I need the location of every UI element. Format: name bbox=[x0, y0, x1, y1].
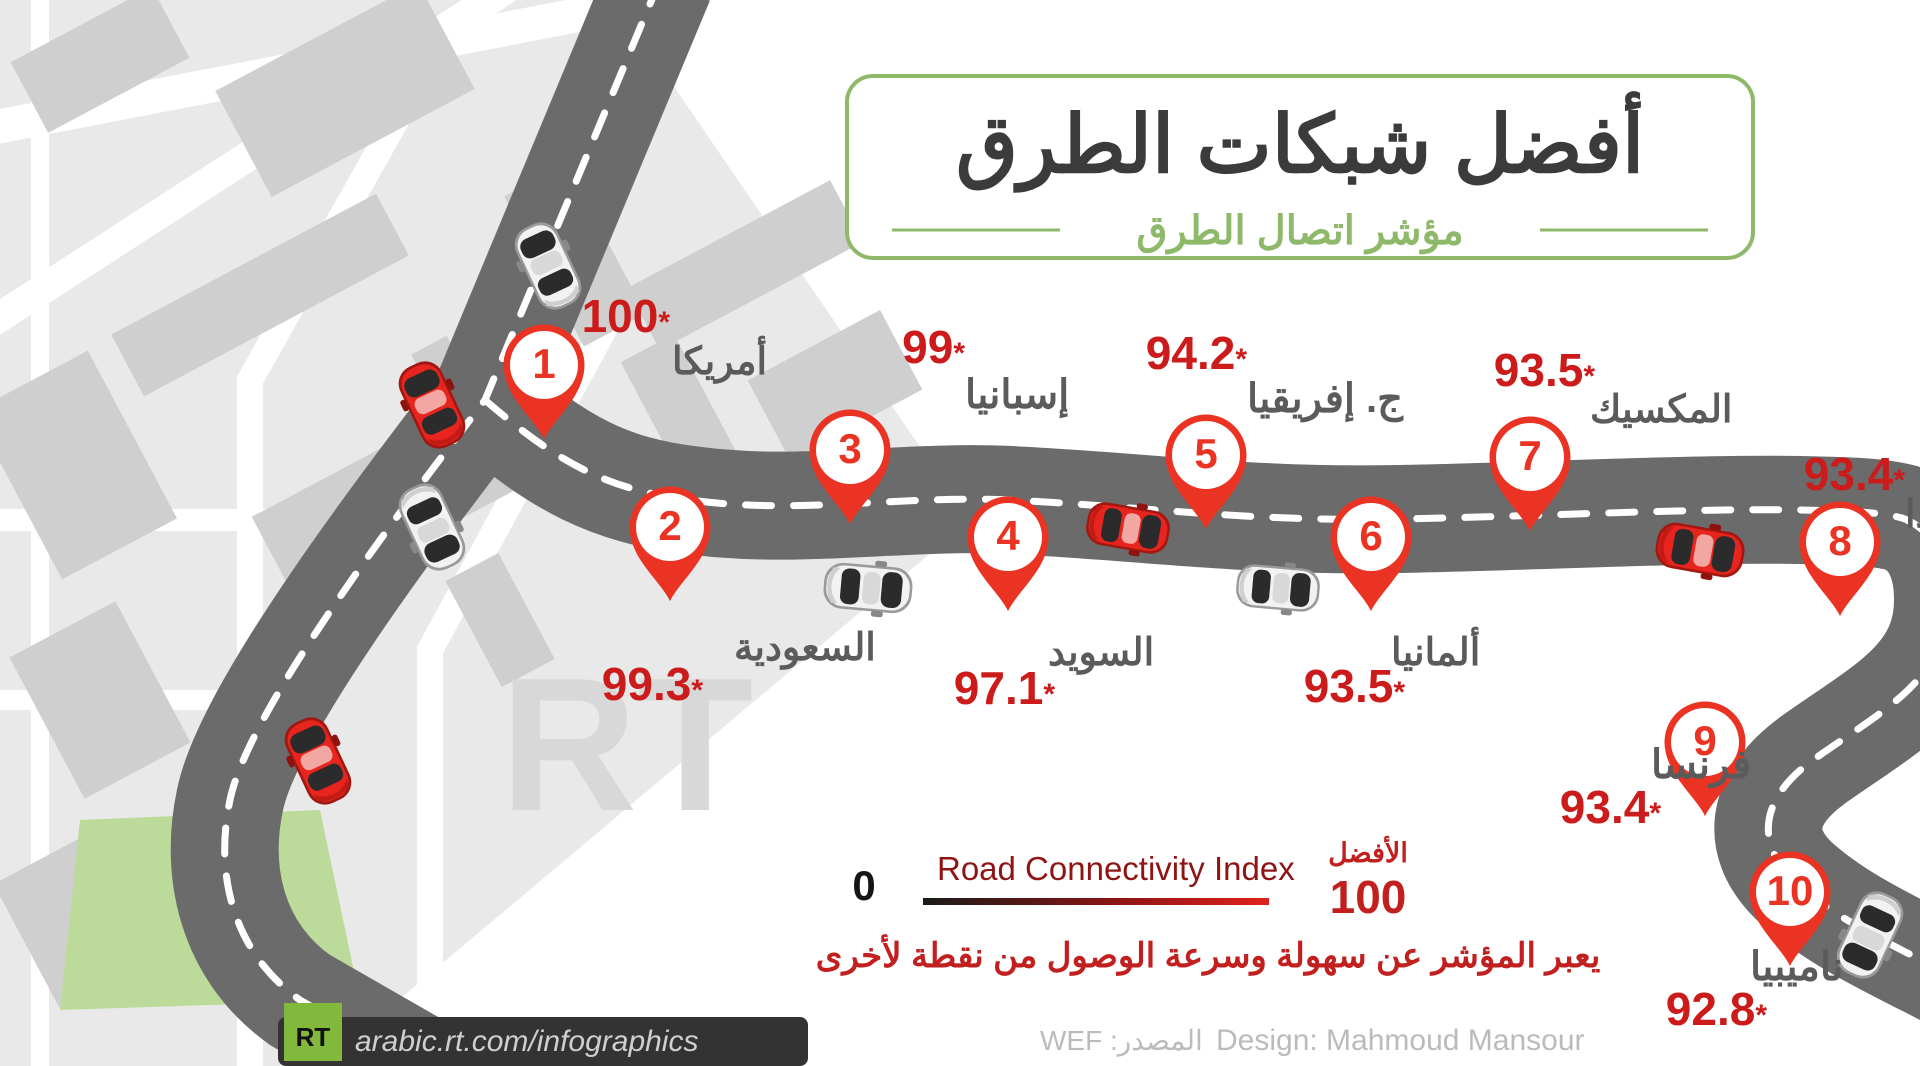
svg-text:8: 8 bbox=[1828, 517, 1851, 564]
svg-text:93.5*: 93.5* bbox=[1304, 660, 1406, 712]
svg-text:المكسيك: المكسيك bbox=[1590, 389, 1732, 431]
svg-text:كندا: كندا bbox=[1905, 494, 1920, 536]
svg-text:93.4*: 93.4* bbox=[1560, 781, 1662, 833]
svg-text:المصدر: WEF: المصدر: WEF bbox=[1040, 1025, 1203, 1057]
svg-text:94.2*: 94.2* bbox=[1146, 327, 1248, 379]
svg-text:5: 5 bbox=[1194, 430, 1217, 477]
svg-text:السويد: السويد bbox=[1048, 632, 1154, 675]
svg-text:arabic.rt.com/infographics: arabic.rt.com/infographics bbox=[355, 1025, 698, 1058]
svg-text:أمريكا: أمريكا bbox=[672, 335, 767, 384]
svg-text:100: 100 bbox=[1330, 871, 1407, 923]
svg-text:10: 10 bbox=[1767, 867, 1814, 914]
svg-text:الأفضل: الأفضل bbox=[1328, 836, 1408, 868]
svg-text:السعودية: السعودية bbox=[734, 627, 876, 670]
svg-text:97.1*: 97.1* bbox=[954, 662, 1056, 714]
svg-text:ج. إفريقيا: ج. إفريقيا bbox=[1247, 377, 1404, 423]
svg-text:مؤشر اتصال الطرق: مؤشر اتصال الطرق bbox=[1136, 209, 1463, 255]
svg-text:99.3*: 99.3* bbox=[602, 658, 704, 710]
svg-text:RT: RT bbox=[296, 1022, 331, 1052]
svg-text:إسبانيا: إسبانيا bbox=[965, 373, 1069, 419]
svg-text:93.4*: 93.4* bbox=[1804, 448, 1906, 500]
svg-text:93.5*: 93.5* bbox=[1494, 344, 1596, 396]
svg-text:1: 1 bbox=[532, 340, 555, 387]
svg-text:يعبر المؤشر عن سهولة وسرعة الو: يعبر المؤشر عن سهولة وسرعة الوصول من نقط… bbox=[816, 934, 1601, 976]
svg-text:92.8*: 92.8* bbox=[1666, 983, 1768, 1035]
svg-text:7: 7 bbox=[1518, 432, 1541, 479]
svg-text:4: 4 bbox=[996, 512, 1020, 559]
svg-text:Design: Mahmoud Mansour: Design: Mahmoud Mansour bbox=[1216, 1024, 1585, 1057]
svg-text:أفضل شبكات الطرق: أفضل شبكات الطرق bbox=[956, 90, 1644, 193]
svg-text:0: 0 bbox=[852, 862, 875, 909]
svg-text:Road Connectivity Index: Road Connectivity Index bbox=[937, 850, 1295, 887]
svg-text:ألمانيا: ألمانيا bbox=[1391, 626, 1480, 674]
svg-text:6: 6 bbox=[1359, 512, 1382, 559]
svg-text:100*: 100* bbox=[582, 290, 671, 342]
svg-text:3: 3 bbox=[838, 425, 861, 472]
svg-text:2: 2 bbox=[658, 502, 681, 549]
svg-text:فرنسا: فرنسا bbox=[1651, 743, 1751, 789]
svg-text:ناميبيا: ناميبيا bbox=[1750, 945, 1843, 989]
